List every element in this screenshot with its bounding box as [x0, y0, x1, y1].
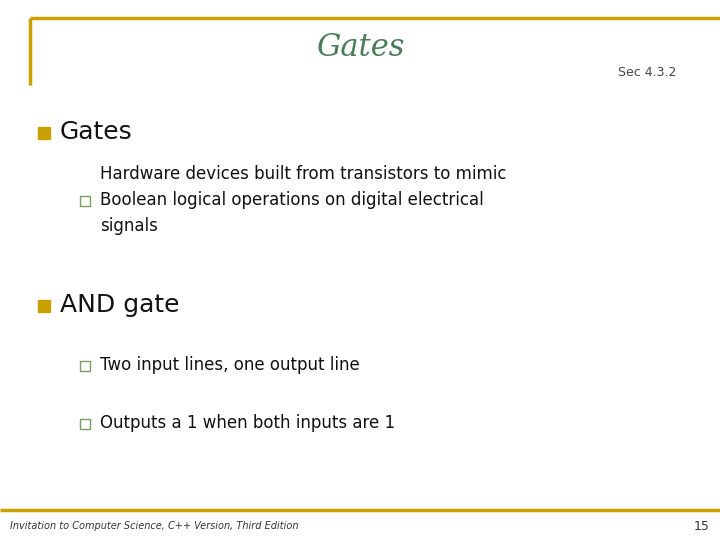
Text: Gates: Gates — [60, 120, 132, 144]
Text: Gates: Gates — [316, 32, 404, 64]
Text: Sec 4.3.2: Sec 4.3.2 — [618, 65, 676, 78]
Text: Hardware devices built from transistors to mimic
Boolean logical operations on d: Hardware devices built from transistors … — [100, 165, 506, 235]
Bar — [38, 127, 50, 139]
Text: AND gate: AND gate — [60, 293, 179, 317]
Text: 15: 15 — [694, 519, 710, 532]
Text: Outputs a 1 when both inputs are 1: Outputs a 1 when both inputs are 1 — [100, 414, 395, 432]
Bar — [38, 300, 50, 312]
Bar — [80, 196, 90, 206]
Text: Invitation to Computer Science, C++ Version, Third Edition: Invitation to Computer Science, C++ Vers… — [10, 521, 299, 531]
Bar — [80, 419, 90, 429]
Bar — [80, 361, 90, 371]
Text: Two input lines, one output line: Two input lines, one output line — [100, 356, 360, 374]
